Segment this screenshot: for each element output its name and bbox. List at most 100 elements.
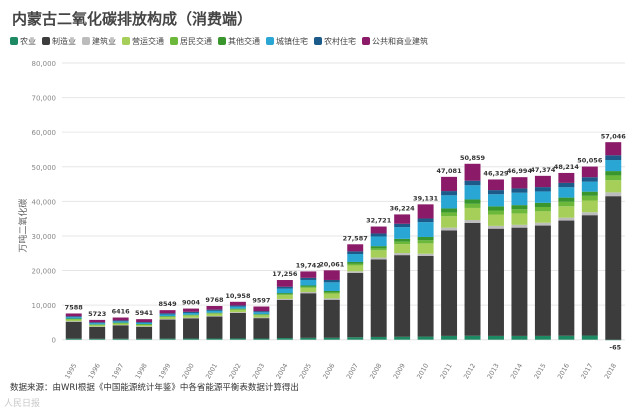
x-tick-label: 2008	[368, 362, 383, 380]
bar-segment	[206, 316, 223, 339]
bar-segment	[441, 216, 458, 228]
legend-label: 制造业	[52, 37, 76, 46]
bar-segment	[370, 248, 387, 251]
bar-segment	[347, 263, 364, 266]
bar-segment	[605, 142, 622, 156]
legend-item[interactable]: 其他交通	[218, 36, 260, 47]
bar-segment	[464, 207, 481, 221]
total-data-label: 6416	[112, 308, 131, 316]
bar-segment	[370, 233, 387, 237]
total-data-label: 47,081	[437, 167, 463, 175]
bar-segment	[136, 321, 153, 323]
legend-swatch	[362, 37, 370, 45]
x-tick-label: 2018	[603, 362, 618, 380]
bar-segment	[206, 315, 223, 317]
bar-segment	[276, 286, 293, 289]
bar-segment	[511, 209, 528, 214]
bar-segment	[89, 319, 106, 323]
legend-swatch	[82, 37, 90, 45]
bar-segment	[65, 319, 82, 320]
legend-item[interactable]: 农村住宅	[314, 36, 356, 47]
bar-segment	[65, 321, 82, 339]
total-data-label: 5723	[88, 310, 106, 318]
x-tick-label: 2001	[204, 362, 219, 380]
bar-segment	[558, 187, 575, 198]
bar-segment	[488, 214, 504, 226]
bar-segment	[276, 338, 293, 340]
bar-segment	[417, 236, 434, 241]
bar-segment	[441, 195, 458, 209]
bar-segment	[276, 298, 293, 300]
bar-segment	[511, 192, 528, 206]
bar-segment	[300, 337, 317, 340]
chart-title: 内蒙古二氧化碳排放构成（消费端）	[12, 10, 253, 28]
bar-segment	[394, 253, 411, 256]
legend-swatch	[314, 37, 322, 45]
legend-item[interactable]: 公共和商业建筑	[362, 36, 428, 47]
bar-segment	[605, 196, 622, 340]
bar-segment	[488, 228, 504, 336]
legend-item[interactable]: 城镇住宅	[266, 36, 308, 47]
bar-segment	[253, 317, 270, 319]
bar-segment	[89, 338, 106, 340]
bar-segment	[394, 241, 411, 245]
total-data-label: 17,256	[272, 270, 298, 278]
bar-segment	[136, 338, 153, 340]
bar-segment	[112, 317, 129, 321]
bar-segment	[370, 336, 387, 340]
legend-swatch	[266, 37, 274, 45]
bar-segment	[370, 257, 387, 260]
bar-segment	[112, 323, 129, 324]
bar-segment	[229, 338, 246, 340]
bar-segment	[229, 306, 246, 309]
bar-segment	[276, 295, 293, 299]
source-note: 数据来源：由WRI根据《中国能源统计年鉴》中各省能源平衡表数据计算得出	[10, 383, 299, 393]
legend-item[interactable]: 营运交通	[122, 36, 164, 47]
chart-legend: 农业 制造业 建筑业 营运交通 居民交通 其他交通 城镇住宅 农村住宅 公共和商业建筑	[10, 36, 635, 47]
bar-segment	[253, 311, 270, 313]
total-data-label: 8549	[159, 300, 178, 308]
legend-item[interactable]: 居民交通	[170, 36, 212, 47]
bar-segment	[511, 227, 528, 336]
total-data-label: 19,742	[296, 261, 321, 269]
bar-segment	[89, 322, 106, 324]
bar-segment	[206, 309, 223, 311]
bar-segment	[464, 163, 481, 181]
bar-segment	[159, 317, 176, 320]
legend-item[interactable]: 农业	[10, 36, 36, 47]
bar-segment	[323, 337, 340, 340]
bar-segment	[394, 255, 411, 337]
bar-segment	[441, 208, 458, 213]
bar-segment	[534, 191, 551, 203]
bar-segment	[136, 324, 153, 327]
legend-item[interactable]: 建筑业	[82, 36, 116, 47]
legend-item[interactable]: 制造业	[42, 36, 76, 47]
bar-segment	[417, 240, 434, 244]
bar-segment	[441, 176, 458, 192]
bar-segment	[347, 253, 364, 262]
y-tick-label: 10,000	[32, 302, 57, 310]
bar-segment	[534, 175, 551, 188]
total-data-label: 5941	[135, 309, 154, 317]
bar-segment	[464, 222, 481, 336]
legend-label: 居民交通	[180, 37, 212, 46]
legend-swatch	[122, 37, 130, 45]
bar-segment	[276, 288, 293, 294]
bar-segment	[229, 312, 246, 313]
bar-segment	[89, 323, 106, 325]
bar-segment	[464, 180, 481, 186]
legend-swatch	[42, 37, 50, 45]
bar-segment	[488, 190, 504, 195]
bar-segment	[370, 226, 387, 234]
bar-segment	[558, 197, 575, 202]
x-tick-label: 1997	[110, 362, 125, 380]
bar-segment	[581, 215, 598, 336]
bar-segment	[300, 271, 317, 278]
bar-segment	[159, 338, 176, 340]
bar-segment	[206, 305, 223, 310]
bar-segment	[581, 335, 598, 340]
y-tick-label: 60,000	[32, 129, 57, 137]
legend-swatch	[10, 37, 18, 45]
negative-value-annotation: -65	[609, 344, 621, 352]
